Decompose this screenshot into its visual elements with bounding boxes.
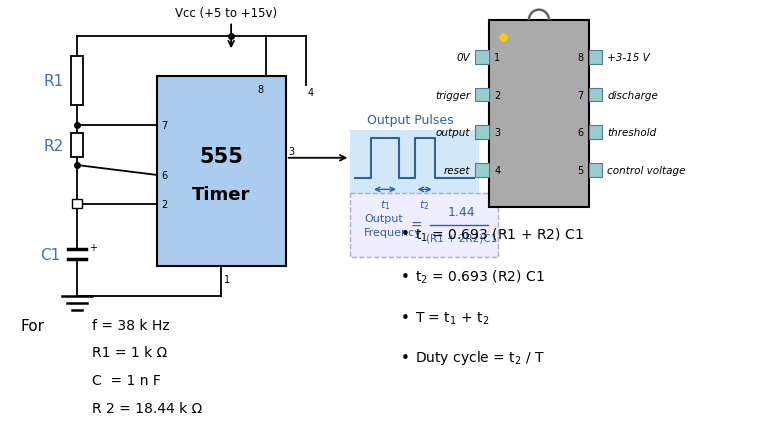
Text: 3: 3	[289, 146, 294, 156]
Text: •: •	[401, 350, 410, 365]
Text: 555: 555	[199, 147, 243, 166]
Text: $t_2$: $t_2$	[419, 198, 430, 212]
Text: Output Pulses: Output Pulses	[367, 114, 453, 127]
Text: •: •	[401, 269, 410, 284]
Bar	[475, 126, 489, 140]
Bar	[588, 126, 602, 140]
Bar	[588, 163, 602, 177]
Text: C  = 1 n F: C = 1 n F	[92, 373, 161, 387]
Text: Duty cycle = t$_2$ / T: Duty cycle = t$_2$ / T	[415, 348, 545, 366]
Text: t$_1$ = 0.693 (R1 + R2) C1: t$_1$ = 0.693 (R1 + R2) C1	[415, 226, 584, 243]
Text: t$_2$ = 0.693 (R2) C1: t$_2$ = 0.693 (R2) C1	[415, 268, 545, 285]
Text: 2: 2	[494, 90, 501, 100]
Text: R1 = 1 k Ω: R1 = 1 k Ω	[92, 346, 167, 360]
Text: •: •	[401, 311, 410, 325]
Text: 5: 5	[577, 165, 584, 175]
Text: trigger: trigger	[436, 90, 470, 100]
Text: T = t$_1$ + t$_2$: T = t$_1$ + t$_2$	[415, 310, 489, 326]
Text: 4: 4	[308, 88, 314, 98]
Text: R2: R2	[43, 138, 64, 153]
Text: discharge: discharge	[608, 90, 658, 100]
Text: =: =	[411, 219, 422, 233]
Text: Vcc (+5 to +15v): Vcc (+5 to +15v)	[175, 7, 277, 20]
Bar	[588, 51, 602, 65]
Text: 7: 7	[162, 121, 168, 131]
Text: 4: 4	[494, 165, 501, 175]
Text: output: output	[436, 128, 470, 138]
Text: Timer: Timer	[192, 186, 250, 204]
Text: reset: reset	[444, 165, 470, 175]
Bar	[71, 134, 83, 158]
Bar	[475, 51, 489, 65]
Bar	[489, 21, 588, 208]
Text: 0V: 0V	[456, 53, 470, 63]
Text: 3: 3	[494, 128, 501, 138]
Text: 8: 8	[258, 85, 264, 95]
Text: R 2 = 18.44 k Ω: R 2 = 18.44 k Ω	[92, 401, 202, 415]
Text: 8: 8	[577, 53, 584, 63]
Text: For: For	[21, 318, 45, 333]
Text: 7: 7	[577, 90, 584, 100]
Text: +3-15 V: +3-15 V	[608, 53, 650, 63]
Bar	[157, 77, 286, 267]
Bar	[588, 88, 602, 102]
Text: C1: C1	[40, 247, 60, 262]
Text: 1.44: 1.44	[448, 206, 475, 219]
Bar	[350, 131, 479, 195]
Bar	[71, 57, 83, 106]
Text: +: +	[89, 243, 97, 253]
Text: f = 38 k Hz: f = 38 k Hz	[92, 318, 170, 332]
Bar	[475, 88, 489, 102]
Text: R1: R1	[43, 74, 64, 89]
Text: control voltage: control voltage	[608, 165, 686, 175]
Text: 6: 6	[577, 128, 584, 138]
Text: (R1 + 2R2)C1: (R1 + 2R2)C1	[425, 233, 497, 244]
Text: Output
Frequency: Output Frequency	[364, 214, 422, 237]
Bar	[475, 163, 489, 177]
Text: •: •	[401, 227, 410, 242]
Text: $t_1$: $t_1$	[380, 198, 391, 212]
Text: threshold: threshold	[608, 128, 656, 138]
Text: 1: 1	[494, 53, 501, 63]
Text: 6: 6	[162, 170, 167, 180]
FancyBboxPatch shape	[350, 194, 498, 257]
Text: 1: 1	[224, 275, 230, 285]
Text: 2: 2	[162, 199, 168, 209]
Bar	[72, 199, 82, 209]
